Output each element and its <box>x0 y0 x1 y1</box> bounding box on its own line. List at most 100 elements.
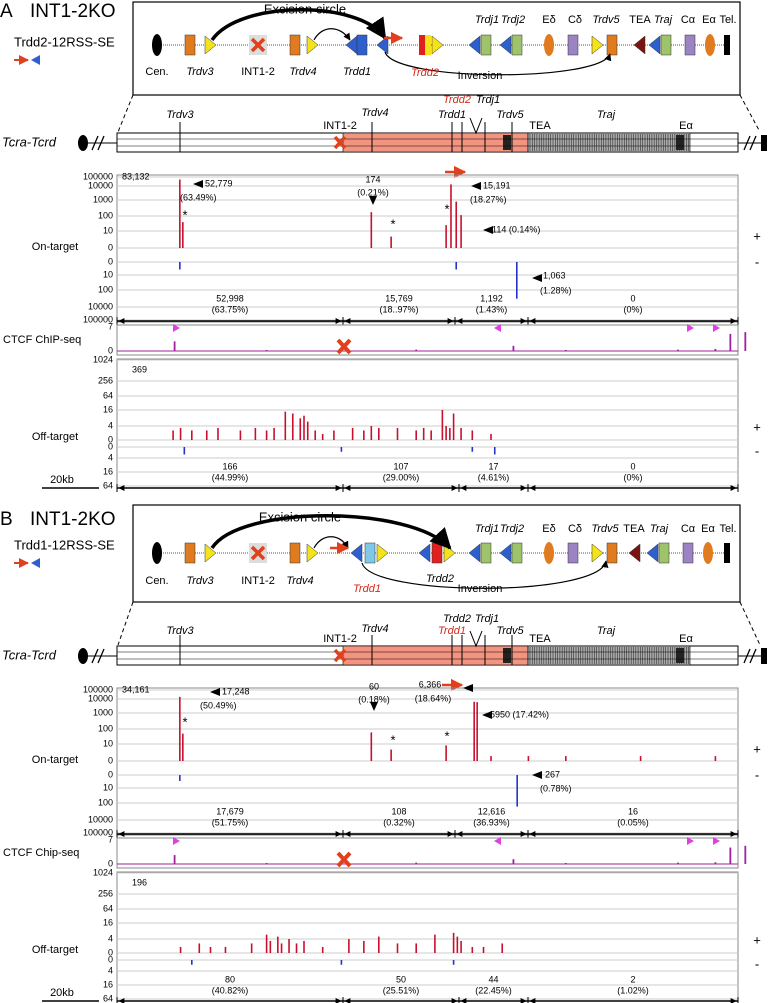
panel-title: INT1-2KO <box>30 509 116 530</box>
peak-annotation: (50.49%) <box>200 700 237 710</box>
segment-count: 108 <box>391 806 406 816</box>
locus-label: Eα <box>679 120 693 132</box>
segment-count: 0 <box>630 293 635 303</box>
locus-region <box>342 132 529 153</box>
inset-element <box>350 543 363 563</box>
inset-element <box>591 543 604 563</box>
inset-label: Cen. <box>145 575 168 587</box>
segment-percent: (1.43%) <box>476 304 508 314</box>
asterisk: * <box>390 732 395 747</box>
locus-label: Traj <box>597 625 616 637</box>
segment-percent: (22.45%) <box>475 985 512 995</box>
inset-element <box>682 542 694 564</box>
inset-label: Cen. <box>145 66 168 78</box>
segment-percent: (36.93%) <box>473 817 510 827</box>
inset-element <box>419 35 425 55</box>
scale-bar-label: 20kb <box>50 987 74 999</box>
asterisk: * <box>182 714 187 729</box>
y-tick-label: 0 <box>108 441 113 451</box>
inset-label: Tel. <box>719 523 736 535</box>
track-label: On-target <box>32 754 78 766</box>
inset-element <box>356 34 368 56</box>
peak-annotation: 114 (0.14%) <box>492 224 540 234</box>
inset-label: Cδ <box>568 14 582 26</box>
y-tick-label: 0 <box>108 345 113 355</box>
y-tick-label: 4 <box>108 933 113 943</box>
segment-count: 107 <box>393 461 408 471</box>
segment-count: 52,998 <box>216 293 244 303</box>
inset-element <box>306 543 319 563</box>
zoom-line <box>739 94 761 133</box>
inset-label: INT1-2 <box>241 575 275 587</box>
segment-percent: (29.00%) <box>383 472 420 482</box>
inset-element <box>468 35 481 55</box>
locus-label: Eα <box>679 633 693 645</box>
deletion-mark <box>336 338 352 355</box>
peak-annotation: (18.64%) <box>415 693 452 703</box>
locus-block <box>503 648 511 663</box>
locus-label: Trdd1 <box>438 625 466 637</box>
inset-label: Eα <box>702 14 716 26</box>
asterisk: * <box>444 728 449 743</box>
y-tick-label: 256 <box>98 375 113 385</box>
inset-label: Trdd2 <box>411 67 439 79</box>
locus-label: Trdj1 <box>475 613 499 625</box>
zoom-v <box>469 117 483 135</box>
y-tick-label: 0 <box>108 858 113 868</box>
asterisk: * <box>444 201 449 216</box>
zoom-v <box>469 630 483 648</box>
inset-label: Eδ <box>542 523 555 535</box>
zoom-line <box>117 94 134 133</box>
pointer <box>471 182 481 190</box>
pointer <box>463 684 473 692</box>
y-tick-label: 100000 <box>83 827 113 837</box>
ctcf-site <box>713 837 720 845</box>
telomere <box>761 135 767 151</box>
recombination-arc <box>210 8 387 42</box>
track-label: Off-target <box>32 944 78 956</box>
inset-element <box>480 34 492 56</box>
y-tick-label: 100 <box>98 723 113 733</box>
y-tick-label: 0 <box>108 947 113 957</box>
y-tick-label: 10000 <box>88 180 113 190</box>
inset-label: Trdv4 <box>286 575 313 587</box>
y-tick-label: 100000 <box>83 684 113 694</box>
locus-label: Trdv4 <box>361 107 388 119</box>
y-tick-label: 0 <box>108 434 113 444</box>
inset-label: Inversion <box>458 70 503 82</box>
inset-label: Eα <box>701 523 715 535</box>
inset-label: Traj <box>654 14 673 26</box>
inset-element <box>289 34 301 56</box>
deletion-mark <box>250 37 266 53</box>
pointer <box>483 226 493 234</box>
asterisk: * <box>182 207 187 222</box>
y-tick-label: 100 <box>98 210 113 220</box>
y-tick-label: 4 <box>108 420 113 430</box>
locus-name: Tcra-Tcrd <box>2 647 57 662</box>
inset-label: Tel. <box>719 14 736 26</box>
pointer <box>193 180 203 188</box>
inset-label: Trdv5 <box>591 523 619 535</box>
locus-block <box>676 648 684 663</box>
track-frame <box>116 324 739 356</box>
ctcf-site <box>173 837 180 845</box>
segment-percent: (4.61%) <box>478 472 510 482</box>
y-tick-label: 100000 <box>83 171 113 181</box>
inset-element <box>660 34 672 56</box>
y-tick-label: 0 <box>108 769 113 779</box>
recombination-arc <box>313 28 351 41</box>
inset-element <box>567 34 579 56</box>
inset-element <box>633 35 646 55</box>
inset-element <box>376 543 389 563</box>
inset-element <box>628 543 641 563</box>
inset-label: Trdj2 <box>500 523 524 535</box>
locus-label: Trdd1 <box>438 109 466 121</box>
peak-annotation: (1.28%) <box>540 285 572 295</box>
peak-annotation: (0.21%) <box>357 187 389 197</box>
y-tick-label: 256 <box>98 888 113 898</box>
locus-block <box>676 135 684 150</box>
inset-element <box>152 34 162 56</box>
deletion-mark <box>333 135 347 150</box>
locus-label: TEA <box>529 120 551 132</box>
inset-element <box>306 35 319 55</box>
